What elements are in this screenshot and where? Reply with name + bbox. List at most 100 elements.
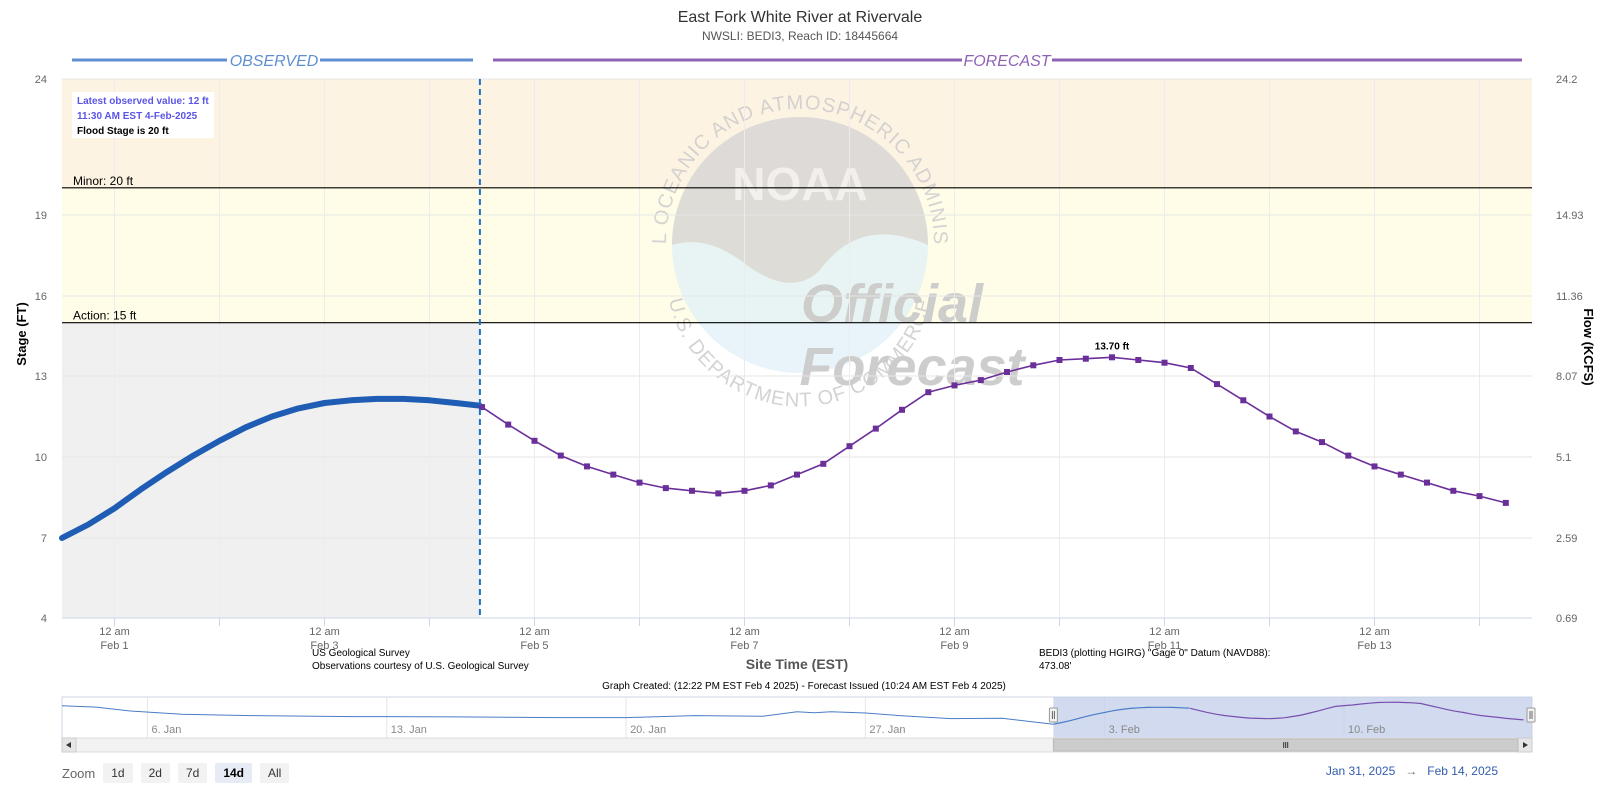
- x-axis-title: Site Time (EST): [746, 656, 848, 672]
- usgs-credit-line2: Observations courtesy of U.S. Geological…: [312, 661, 529, 672]
- navigator-date-label: 13. Jan: [391, 724, 427, 736]
- forecast-point: [505, 421, 512, 428]
- x-tick-date: Feb 1: [100, 640, 128, 652]
- navigator-selection[interactable]: [1053, 697, 1532, 738]
- forecast-series-line: [481, 356, 1507, 504]
- x-tick-time: 12 am: [519, 626, 550, 638]
- y2-tick-label: 2.59: [1556, 533, 1577, 545]
- forecast-point: [1292, 428, 1299, 435]
- y2-tick-label: 8.07: [1556, 371, 1577, 383]
- forecast-point: [1030, 362, 1037, 369]
- forecast-point: [1345, 452, 1352, 459]
- navigator-labels: 6. Jan 13. Jan 20. Jan 27. Jan 3. Feb 10. Feb: [151, 724, 1385, 736]
- datum-line1: BEDI3 (plotting HGIRG) "Gage 0" Datum (N…: [1039, 648, 1270, 659]
- forecast-point: [1240, 397, 1247, 404]
- forecast-point: [899, 406, 905, 413]
- navigator-date-label: 20. Jan: [630, 724, 666, 736]
- x-tick-time: 12 am: [309, 626, 340, 638]
- forecast-point: [636, 479, 643, 486]
- x-tick-time: 12 am: [729, 626, 760, 638]
- forecast-point: [1004, 369, 1010, 375]
- x-tick-time: 12 am: [1149, 626, 1180, 638]
- y2-tick-label: 5.1: [1556, 452, 1571, 464]
- y-tick-label: 4: [41, 613, 47, 625]
- observed-series-line: [59, 395, 483, 541]
- forecast-point: [741, 487, 748, 494]
- x-tick-date: Feb 11: [1148, 640, 1181, 652]
- y2-tick-label: 24.2: [1556, 74, 1577, 86]
- x-axis: 12 am Feb 1 12 am Feb 3 12 am Feb 5 12 am Feb 7…: [99, 618, 1480, 652]
- forecast-point: [662, 485, 669, 492]
- flood-stage-text: Flood Stage is 20 ft: [77, 126, 169, 137]
- threshold-label-0: Minor: 20 ft: [73, 174, 134, 188]
- navigator-handles[interactable]: [1048, 707, 1536, 723]
- watermark-stamp-official: Official: [801, 274, 984, 334]
- navigator-forecast-line: [1189, 701, 1524, 721]
- x-tick-time: 12 am: [99, 626, 130, 638]
- navigator[interactable]: 6. Jan 13. Jan 20. Jan 27. Jan 3. Feb 10. Feb: [61, 696, 1536, 753]
- scrollbar-grip-icon: [1283, 742, 1289, 748]
- usgs-credit-line1: US Geological Survey: [312, 648, 410, 659]
- watermark-stamp-forecast: Forecast: [799, 337, 1026, 397]
- info-box: Latest observed value: 12 ft 11:30 AM ES…: [72, 92, 214, 138]
- y-axis-flow: 24.2 14.93 11.36 8.07 5.1 2.59 0.69: [1556, 74, 1584, 625]
- navigator-history-line: [61, 705, 1054, 725]
- forecast-point: [1371, 463, 1378, 470]
- latest-observed-text: Latest observed value: 12 ft: [77, 96, 209, 107]
- navigator-observed-line: [1053, 706, 1190, 725]
- navigator-date-label: 10. Feb: [1348, 724, 1385, 736]
- forecast-point: [1161, 359, 1168, 366]
- forecast-point: [1502, 499, 1509, 506]
- observed-background: [62, 322, 480, 618]
- graph-created-text: Graph Created: (12:22 PM EST Feb 4 2025)…: [602, 681, 1006, 692]
- y2-axis-title: Flow (KCFS): [1581, 308, 1596, 385]
- forecast-point: [1109, 354, 1115, 361]
- zoom-1d-button[interactable]: 1d: [103, 763, 133, 783]
- forecast-label: FORECAST: [963, 53, 1051, 70]
- datum-line2: 473.08': [1039, 661, 1072, 672]
- range-from-input[interactable]: Jan 31, 2025: [1325, 764, 1396, 778]
- zoom-14d-button[interactable]: 14d: [215, 763, 252, 783]
- peak-label: 13.70 ft: [1095, 341, 1130, 352]
- forecast-point: [767, 482, 774, 489]
- threshold-label-1: Action: 15 ft: [73, 309, 137, 323]
- y-tick-label: 19: [35, 210, 47, 222]
- y-tick-label: 16: [35, 291, 47, 303]
- y-tick-label: 7: [41, 533, 47, 545]
- forecast-point: [1187, 365, 1194, 371]
- forecast-point: [715, 490, 722, 497]
- zoom-bar: Zoom 1d 2d 7d 14d All: [62, 762, 290, 784]
- x-tick-date: Feb 13: [1357, 640, 1391, 652]
- navigator-handle-right: [1526, 707, 1536, 723]
- latest-observed-time: 11:30 AM EST 4-Feb-2025: [77, 111, 198, 122]
- forecast-point: [794, 471, 800, 478]
- forecast-point: [1319, 439, 1325, 446]
- forecast-point: [977, 377, 984, 384]
- y2-tick-label: 0.69: [1556, 613, 1577, 625]
- forecast-point: [1476, 493, 1483, 500]
- x-tick-date: Feb 7: [730, 640, 758, 652]
- y2-tick-label: 11.36: [1556, 291, 1583, 303]
- forecast-point: [1082, 355, 1089, 362]
- forecast-point: [584, 463, 590, 470]
- y-axis-stage: 24 19 16 13 10 7 4: [35, 74, 47, 625]
- y-tick-label: 10: [35, 452, 47, 464]
- series-layer: 13.70 ft: [59, 341, 1509, 541]
- zoom-2d-button[interactable]: 2d: [140, 763, 170, 783]
- zoom-7d-button[interactable]: 7d: [177, 763, 208, 783]
- forecast-point: [951, 382, 958, 389]
- range-to-input[interactable]: Feb 14, 2025: [1427, 764, 1498, 778]
- period-header: OBSERVED FORECAST: [72, 53, 1522, 70]
- range-separator: →: [1405, 764, 1418, 778]
- credits: US Geological Survey Observations courte…: [312, 648, 1270, 692]
- noaa-logo-text: NOAA: [732, 158, 867, 210]
- zoom-all-button[interactable]: All: [260, 763, 290, 783]
- x-tick-date: Feb 3: [310, 640, 338, 652]
- zoom-label: Zoom: [62, 765, 96, 781]
- navigator-series: [61, 701, 1524, 725]
- forecast-point: [1450, 487, 1457, 494]
- x-tick-time: 12 am: [939, 626, 970, 638]
- forecast-point: [531, 437, 538, 444]
- forecast-point: [1135, 357, 1142, 363]
